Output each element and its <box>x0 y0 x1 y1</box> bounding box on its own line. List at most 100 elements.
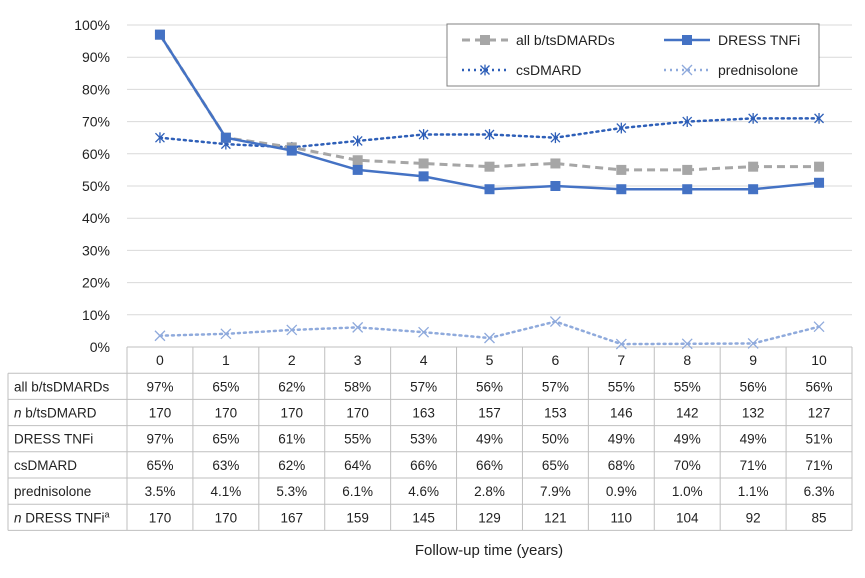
table-cell: 71% <box>740 458 767 473</box>
table-cell: 53% <box>410 432 437 447</box>
x-tick-label: 3 <box>354 352 362 368</box>
legend-item-dress: DRESS TNFi <box>664 32 800 48</box>
table-cell: 65% <box>212 432 239 447</box>
series-dress <box>154 29 825 195</box>
y-tick-label: 100% <box>74 17 110 33</box>
data-point <box>616 184 627 195</box>
table-cell: 64% <box>344 458 371 473</box>
table-cell: 56% <box>740 379 767 394</box>
table-cell: 142 <box>676 406 699 421</box>
data-point <box>418 171 429 182</box>
table-row-label: all b/tsDMARDs <box>14 379 110 394</box>
legend-label: prednisolone <box>718 62 798 78</box>
table-cell: 56% <box>476 379 503 394</box>
table-cell: 55% <box>608 379 635 394</box>
x-axis-title: Follow-up time (years) <box>415 542 563 559</box>
table-cell: 4.6% <box>408 484 439 499</box>
legend-item-cs: csDMARD <box>462 62 581 78</box>
table-cell: 55% <box>674 379 701 394</box>
table-cell: 66% <box>410 458 437 473</box>
table-cell: 51% <box>806 432 833 447</box>
data-point <box>616 164 627 175</box>
x-tick-label: 2 <box>288 352 296 368</box>
table-cell: 58% <box>344 379 371 394</box>
y-tick-label: 50% <box>82 178 110 194</box>
legend-label: csDMARD <box>516 62 581 78</box>
table-cell: 157 <box>478 406 501 421</box>
table-cell: 104 <box>676 510 699 525</box>
data-point <box>352 321 364 333</box>
data-point <box>352 135 363 147</box>
x-tick-label: 5 <box>486 352 494 368</box>
data-point <box>550 181 561 191</box>
table-cell: 49% <box>740 432 767 447</box>
table-cell: 170 <box>346 406 369 421</box>
table-cell: 127 <box>808 406 831 421</box>
table-cell: 129 <box>478 510 501 525</box>
data-point <box>681 338 693 350</box>
table-cell: 49% <box>608 432 635 447</box>
data-point <box>813 321 825 333</box>
table-row-label: csDMARD <box>14 458 77 473</box>
table-cell: 159 <box>346 510 369 525</box>
x-tick-label: 1 <box>222 352 230 368</box>
x-tick-label: 7 <box>617 352 625 368</box>
table-cell: 2.8% <box>474 484 505 499</box>
legend-item-pred: prednisolone <box>664 62 798 78</box>
y-tick-label: 80% <box>82 81 110 97</box>
legend-label: DRESS TNFi <box>718 32 800 48</box>
data-point <box>814 112 825 124</box>
x-tick-label: 6 <box>552 352 560 368</box>
table-cell: 50% <box>542 432 569 447</box>
table-cell: 55% <box>344 432 371 447</box>
table-row-label: n DRESS TNFia <box>14 509 110 525</box>
table-cell: 65% <box>542 458 569 473</box>
data-point <box>220 132 231 143</box>
x-tick-label: 9 <box>749 352 757 368</box>
data-point <box>681 64 693 76</box>
data-point <box>550 132 561 144</box>
x-tick-label: 0 <box>156 352 164 368</box>
data-point <box>748 184 759 195</box>
table-cell: 71% <box>806 458 833 473</box>
data-point <box>480 35 490 45</box>
y-tick-label: 40% <box>82 210 110 226</box>
table-cell: 70% <box>674 458 701 473</box>
table-cell: 170 <box>281 406 304 421</box>
data-point <box>484 184 495 195</box>
legend-item-all: all b/tsDMARDs <box>462 32 615 48</box>
y-tick-label: 90% <box>82 49 110 65</box>
data-point <box>615 338 627 350</box>
y-tick-label: 0% <box>90 339 110 355</box>
table-cell: 66% <box>476 458 503 473</box>
data-point <box>682 35 692 45</box>
table-cell: 61% <box>278 432 305 447</box>
data-table: 0 1 2 3 4 5 6 7 8 9 10 all b/tsDMARDs 97% 65% 62% 58% 57… <box>7 346 853 531</box>
y-tick-label: 60% <box>82 146 110 162</box>
table-cell: 121 <box>544 510 567 525</box>
data-point <box>748 161 759 172</box>
data-point <box>814 177 825 188</box>
table-cell: 97% <box>146 379 173 394</box>
series-pred <box>154 316 825 350</box>
y-tick-label: 10% <box>82 307 110 323</box>
table-cell: 170 <box>149 406 172 421</box>
data-point <box>352 164 363 175</box>
table-cell: 6.3% <box>804 484 835 499</box>
table-cell: 170 <box>215 510 238 525</box>
table-cell: 68% <box>608 458 635 473</box>
data-point <box>418 129 429 140</box>
data-point <box>484 161 495 172</box>
table-cell: 170 <box>215 406 238 421</box>
table-cell: 97% <box>146 432 173 447</box>
y-tick-label: 70% <box>82 114 110 130</box>
x-tick-label: 4 <box>420 352 428 368</box>
table-row-label: n b/tsDMARD <box>14 406 97 421</box>
table-cell: 1.0% <box>672 484 703 499</box>
y-tick-labels: 0% 10% 20% 30% 40% 50% 60% 70% 80% 90% 100% <box>74 17 110 355</box>
table-cell: 62% <box>278 458 305 473</box>
data-point <box>616 122 627 134</box>
table-cell: 146 <box>610 406 633 421</box>
table-cell: 1.1% <box>738 484 769 499</box>
